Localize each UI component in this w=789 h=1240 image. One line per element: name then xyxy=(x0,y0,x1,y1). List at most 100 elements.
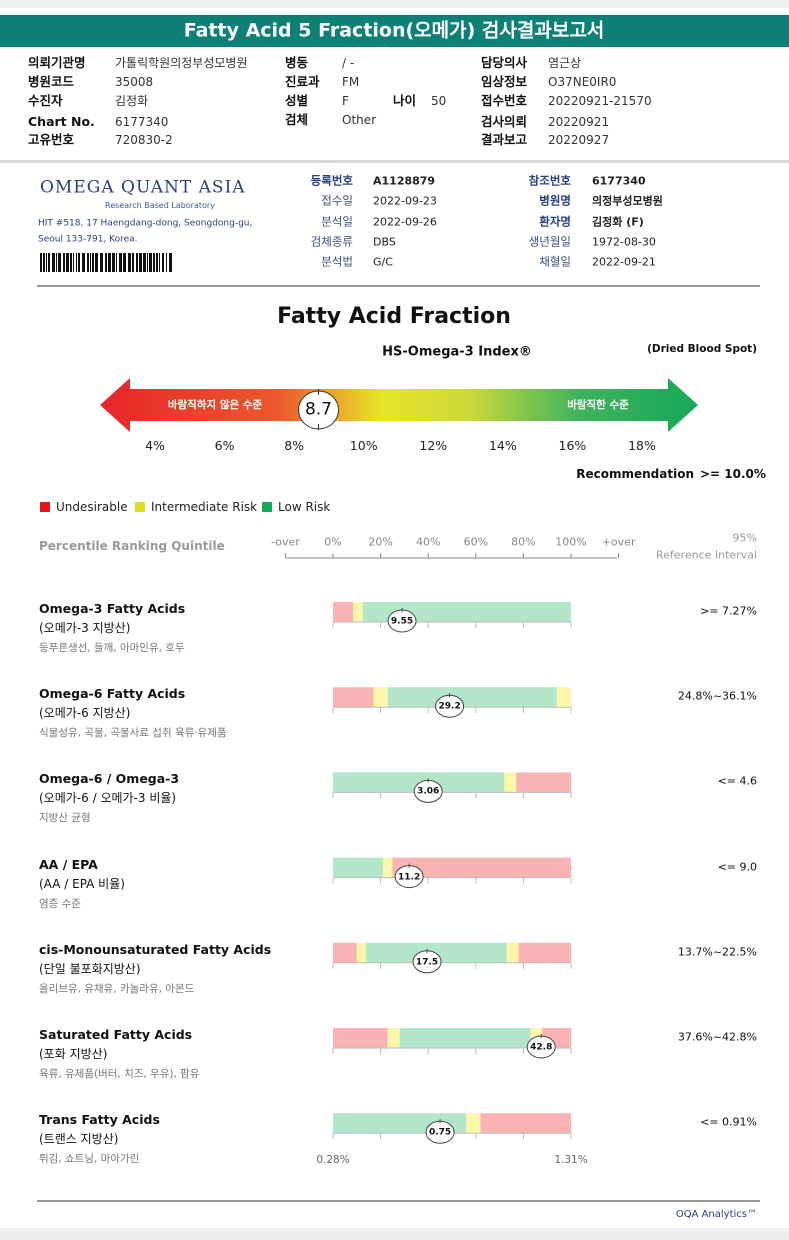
quintile-title: Percentile Ranking Quintile xyxy=(39,539,225,553)
info-label: 임상정보 xyxy=(481,73,528,89)
reference-interval: <= 4.6 xyxy=(717,774,757,788)
info-value: 김정화 xyxy=(115,94,149,108)
zone xyxy=(373,687,388,708)
item-name: AA / EPA xyxy=(39,856,98,872)
value-label: 3.06 xyxy=(417,786,440,797)
barcode-bar xyxy=(159,253,160,272)
info-value: FM xyxy=(342,75,360,89)
scale-label: 1.31% xyxy=(554,1153,588,1166)
zone xyxy=(506,942,519,963)
legend-swatch xyxy=(262,502,272,512)
barcode-bar xyxy=(70,253,72,272)
lab-logo: OMEGA QUANT ASIA xyxy=(40,177,246,198)
x-tick-label: 18% xyxy=(628,437,656,453)
x-tick-label: 16% xyxy=(558,437,587,453)
barcode-bar xyxy=(90,253,91,272)
lab-value: 2022-09-21 xyxy=(592,255,656,269)
scale-arrow xyxy=(100,378,698,432)
info-label: 결과보고 xyxy=(481,131,528,147)
lab-label: 생년월일 xyxy=(528,234,571,249)
barcode-bar xyxy=(92,253,94,272)
item-foods: 튀김, 쇼트닝, 마아가린 xyxy=(39,1152,140,1165)
item-name: Omega-3 Fatty Acids xyxy=(39,600,186,616)
item-name: Omega-6 / Omega-3 xyxy=(39,771,180,787)
item-foods: 등푸른생선, 들깨, 아마인유, 호두 xyxy=(39,641,185,654)
lab-label: 환자명 xyxy=(539,213,571,228)
info-label: 검체 xyxy=(285,111,309,127)
barcode-bar xyxy=(87,253,89,272)
zone xyxy=(516,772,571,793)
zone xyxy=(556,687,571,708)
info-label: 접수번호 xyxy=(481,92,528,108)
info-value: / - xyxy=(342,56,355,70)
x-tick-label: 8% xyxy=(284,437,305,453)
zone xyxy=(333,942,357,963)
info-value: 20220921-21570 xyxy=(548,94,652,108)
item-korean: (오메가-6 / 오메가-3 비율) xyxy=(39,791,177,806)
x-tick-label: 12% xyxy=(419,437,448,453)
footer: OQA Analytics™ xyxy=(675,1209,757,1220)
quintile-tick-label: 40% xyxy=(415,535,441,549)
item-name: Omega-6 Fatty Acids xyxy=(39,685,186,701)
lab-value: DBS xyxy=(373,235,396,249)
barcode-bar xyxy=(40,253,42,272)
barcode-bar xyxy=(128,253,131,272)
lab-label: 분석일 xyxy=(321,213,353,228)
lab-value: 2022-09-23 xyxy=(373,194,437,208)
ref-title: Reference Interval xyxy=(655,548,757,562)
barcode-bar xyxy=(58,253,61,272)
ref-title: 95% xyxy=(732,531,757,545)
info-label: 고유번호 xyxy=(28,131,75,147)
info-value: 6177340 xyxy=(115,115,169,129)
info-value: O37NE0IR0 xyxy=(548,75,617,89)
quintile-tick-label: 20% xyxy=(368,535,393,549)
chart-title: Fatty Acid Fraction xyxy=(277,304,511,329)
barcode-bar xyxy=(95,253,98,272)
barcode-bar xyxy=(105,253,107,272)
item-korean: (오메가-3 지방산) xyxy=(39,621,131,635)
item-name: cis-Monounsaturated Fatty Acids xyxy=(39,941,272,957)
scale-label: 0.28% xyxy=(316,1153,350,1166)
title-bar xyxy=(0,15,789,47)
reference-interval: 24.8%~36.1% xyxy=(677,689,757,703)
zone xyxy=(392,857,571,878)
legend-label: Low Risk xyxy=(278,500,331,514)
zone xyxy=(356,942,367,963)
legend-swatch xyxy=(40,502,50,512)
barcode-bar xyxy=(116,253,117,272)
info-value: 720830-2 xyxy=(115,133,173,147)
quintile-tick-label: 60% xyxy=(463,535,489,549)
barcode-bar xyxy=(46,253,47,272)
barcode-bar xyxy=(147,253,148,272)
reference-interval: 37.6%~42.8% xyxy=(677,1030,757,1044)
lab-label: 접수일 xyxy=(321,193,353,208)
zone xyxy=(387,1028,400,1048)
lab-value: 의정부성모병원 xyxy=(592,194,663,208)
barcode-bar xyxy=(123,253,126,272)
lab-label: 채혈일 xyxy=(539,254,571,269)
lab-address: HIT #518, 17 Haengdang-dong, Seongdong-g… xyxy=(38,218,253,229)
item-foods: 염증 수준 xyxy=(39,897,81,910)
quintile-tick-label: 80% xyxy=(511,535,536,549)
barcode-bar xyxy=(166,253,167,272)
barcode-bar xyxy=(169,253,172,272)
barcode-bar xyxy=(149,253,152,272)
zone xyxy=(333,1028,388,1048)
zone xyxy=(382,857,393,878)
top-strip xyxy=(0,0,789,8)
lab-value: 6177340 xyxy=(592,174,646,188)
quintile-tick-label: +over xyxy=(601,535,636,549)
lab-tagline: Research Based Laboratory xyxy=(105,201,215,210)
barcode-bar xyxy=(156,253,158,272)
item-name: Saturated Fatty Acids xyxy=(39,1026,193,1042)
item-korean: (오메가-6 지방산) xyxy=(39,706,131,721)
zone xyxy=(333,772,505,793)
barcode-bar xyxy=(48,253,50,272)
zone xyxy=(504,772,517,793)
item-korean: (AA / EPA 비율) xyxy=(39,876,125,891)
lab-label: 병원명 xyxy=(539,193,571,208)
quintile-tick-label: 0% xyxy=(324,535,342,549)
legend-label: Undesirable xyxy=(56,500,128,514)
info-label: 의뢰기관명 xyxy=(28,54,86,70)
